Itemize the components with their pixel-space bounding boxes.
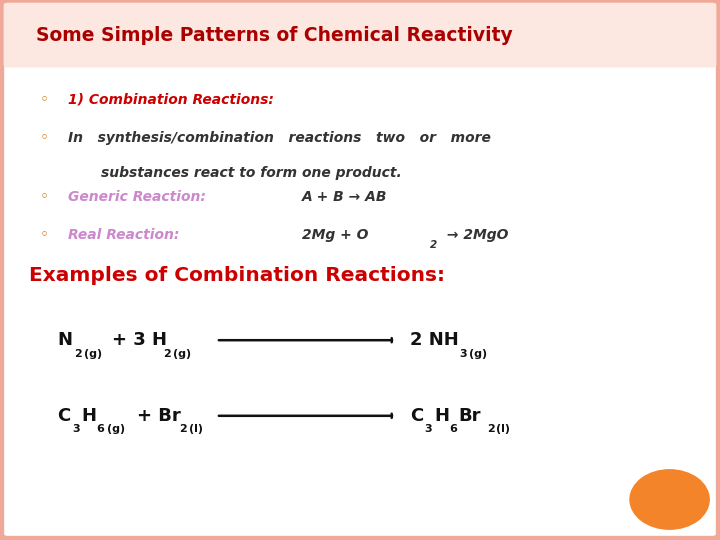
- Text: 2: 2: [163, 349, 171, 359]
- Text: ◦: ◦: [40, 227, 49, 242]
- Text: 2: 2: [430, 240, 437, 249]
- Text: (g): (g): [107, 424, 125, 434]
- Text: A + B → AB: A + B → AB: [302, 190, 388, 204]
- Text: (g): (g): [173, 349, 191, 359]
- Text: 2: 2: [487, 424, 495, 434]
- Text: 2: 2: [74, 349, 82, 359]
- Text: 6: 6: [449, 424, 457, 434]
- Text: 3: 3: [425, 424, 433, 434]
- Text: C: C: [58, 407, 71, 425]
- Text: 2Mg + O: 2Mg + O: [302, 228, 369, 242]
- Text: (l): (l): [496, 424, 510, 434]
- Text: C: C: [410, 407, 423, 425]
- FancyBboxPatch shape: [4, 3, 716, 68]
- Text: ◦: ◦: [40, 190, 49, 205]
- Text: + Br: + Br: [137, 407, 181, 425]
- Text: (g): (g): [469, 349, 487, 359]
- Text: 3: 3: [72, 424, 80, 434]
- Text: ◦: ◦: [40, 130, 49, 145]
- Text: (l): (l): [189, 424, 202, 434]
- Text: + 3 H: + 3 H: [112, 331, 166, 349]
- Text: 2 NH: 2 NH: [410, 331, 459, 349]
- Circle shape: [630, 470, 709, 529]
- Text: Some Simple Patterns of Chemical Reactivity: Some Simple Patterns of Chemical Reactiv…: [36, 25, 513, 45]
- Text: 6: 6: [96, 424, 104, 434]
- Text: 3: 3: [459, 349, 467, 359]
- Text: H: H: [434, 407, 449, 425]
- Text: In   synthesis/combination   reactions   two   or   more: In synthesis/combination reactions two o…: [68, 131, 491, 145]
- Text: Real Reaction:: Real Reaction:: [68, 228, 180, 242]
- Text: Examples of Combination Reactions:: Examples of Combination Reactions:: [29, 266, 445, 285]
- Text: Generic Reaction:: Generic Reaction:: [68, 190, 206, 204]
- Text: → 2MgO: → 2MgO: [442, 228, 508, 242]
- Text: Br: Br: [459, 407, 481, 425]
- Text: (g): (g): [84, 349, 102, 359]
- Text: H: H: [81, 407, 96, 425]
- Text: N: N: [58, 331, 73, 349]
- Text: 1) Combination Reactions:: 1) Combination Reactions:: [68, 93, 274, 107]
- Text: 2: 2: [179, 424, 187, 434]
- Text: ◦: ◦: [40, 92, 49, 107]
- Text: substances react to form one product.: substances react to form one product.: [101, 166, 402, 180]
